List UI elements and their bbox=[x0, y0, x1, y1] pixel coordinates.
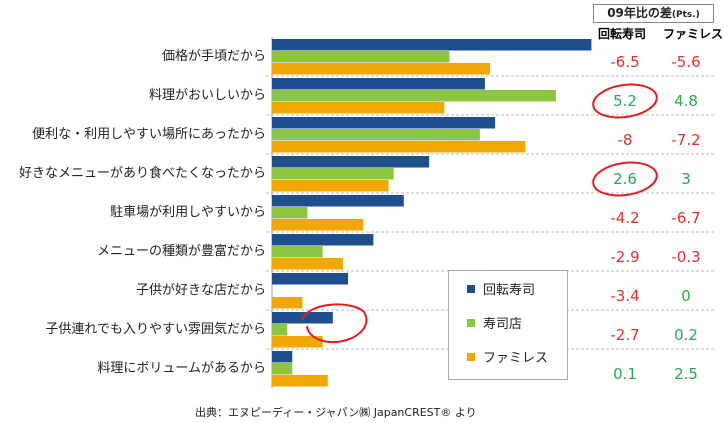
diff-value: 2.5 bbox=[674, 365, 698, 383]
category-label: 価格が手頃だから bbox=[161, 49, 266, 64]
diff-value: -6.7 bbox=[671, 209, 701, 227]
bar-famires bbox=[272, 102, 445, 114]
bar-kaiten bbox=[272, 39, 592, 51]
legend-swatch-sushi bbox=[467, 319, 475, 327]
diff-value: 2.6 bbox=[613, 170, 637, 188]
diff-value: 4.8 bbox=[674, 92, 698, 110]
diff-value: -2.9 bbox=[610, 248, 640, 266]
diff-column-head-kaiten: 回転寿司 bbox=[598, 27, 647, 41]
bar-sushi bbox=[272, 129, 480, 141]
category-label: 子供連れでも入りやすい雰囲気だから bbox=[45, 322, 266, 337]
diff-value: 5.2 bbox=[613, 92, 637, 110]
diff-value: 0.1 bbox=[613, 365, 637, 383]
category-label: 料理にボリュームがあるから bbox=[97, 361, 266, 376]
diff-value: -5.6 bbox=[671, 53, 701, 71]
bar-sushi bbox=[272, 246, 323, 258]
bar-famires bbox=[272, 63, 491, 75]
bar-famires bbox=[272, 297, 303, 309]
diff-value: -8 bbox=[617, 131, 633, 149]
category-label: 料理がおいしいから bbox=[148, 88, 266, 103]
bar-sushi bbox=[272, 363, 293, 375]
category-label: 好きなメニューがあり食べたくなったから bbox=[18, 166, 266, 181]
diff-value: 3 bbox=[681, 170, 691, 188]
bar-kaiten bbox=[272, 351, 293, 363]
diff-value: 0 bbox=[681, 287, 691, 305]
diff-value: -4.2 bbox=[610, 209, 640, 227]
bar-famires bbox=[272, 375, 328, 387]
bar-famires bbox=[272, 336, 323, 348]
bar-famires bbox=[272, 180, 389, 192]
diff-value: -3.4 bbox=[610, 287, 640, 305]
diff-value: 0.2 bbox=[674, 326, 698, 344]
bar-sushi bbox=[272, 207, 308, 219]
legend-swatch-kaiten bbox=[467, 285, 475, 293]
diff-column-head-famires: ファミレス bbox=[663, 27, 724, 41]
category-label: 子供が好きな店だから bbox=[135, 283, 266, 298]
bar-kaiten bbox=[272, 273, 349, 285]
bar-kaiten bbox=[272, 195, 404, 207]
bar-sushi bbox=[272, 324, 288, 336]
highlight-circle bbox=[592, 161, 658, 197]
bar-famires bbox=[272, 141, 526, 153]
bar-sushi bbox=[272, 168, 394, 180]
legend: 回転寿司 寿司店 ファミレス bbox=[448, 270, 568, 380]
bar-sushi bbox=[272, 90, 556, 102]
bar-kaiten bbox=[272, 117, 496, 129]
bar-kaiten bbox=[272, 156, 430, 168]
diff-value: -2.7 bbox=[610, 326, 640, 344]
bar-kaiten bbox=[272, 234, 374, 246]
highlight-circle bbox=[592, 83, 658, 119]
legend-item-famires: ファミレス bbox=[467, 351, 548, 367]
diff-value: -7.2 bbox=[671, 131, 701, 149]
highlight-circle bbox=[301, 303, 368, 344]
category-label: 駐車場が利用しやすいから bbox=[110, 205, 266, 220]
bar-sushi bbox=[272, 51, 450, 63]
legend-item-sushi: 寿司店 bbox=[467, 317, 522, 333]
category-label: メニューの種類が豊富だから bbox=[96, 244, 266, 259]
bar-famires bbox=[272, 219, 364, 231]
diff-value: -0.3 bbox=[671, 248, 701, 266]
bar-kaiten bbox=[272, 78, 485, 90]
diff-title: 09年比の差(Pts.) bbox=[593, 4, 714, 23]
source-note: 出典：エヌピーディー・ジャパン㈱ JapanCREST® より bbox=[195, 406, 477, 419]
diff-value: -6.5 bbox=[610, 53, 640, 71]
bar-famires bbox=[272, 258, 343, 270]
legend-swatch-famires bbox=[467, 353, 475, 361]
category-label: 便利な・利用しやすい場所にあったから bbox=[32, 127, 266, 142]
legend-item-kaiten: 回転寿司 bbox=[467, 283, 535, 299]
